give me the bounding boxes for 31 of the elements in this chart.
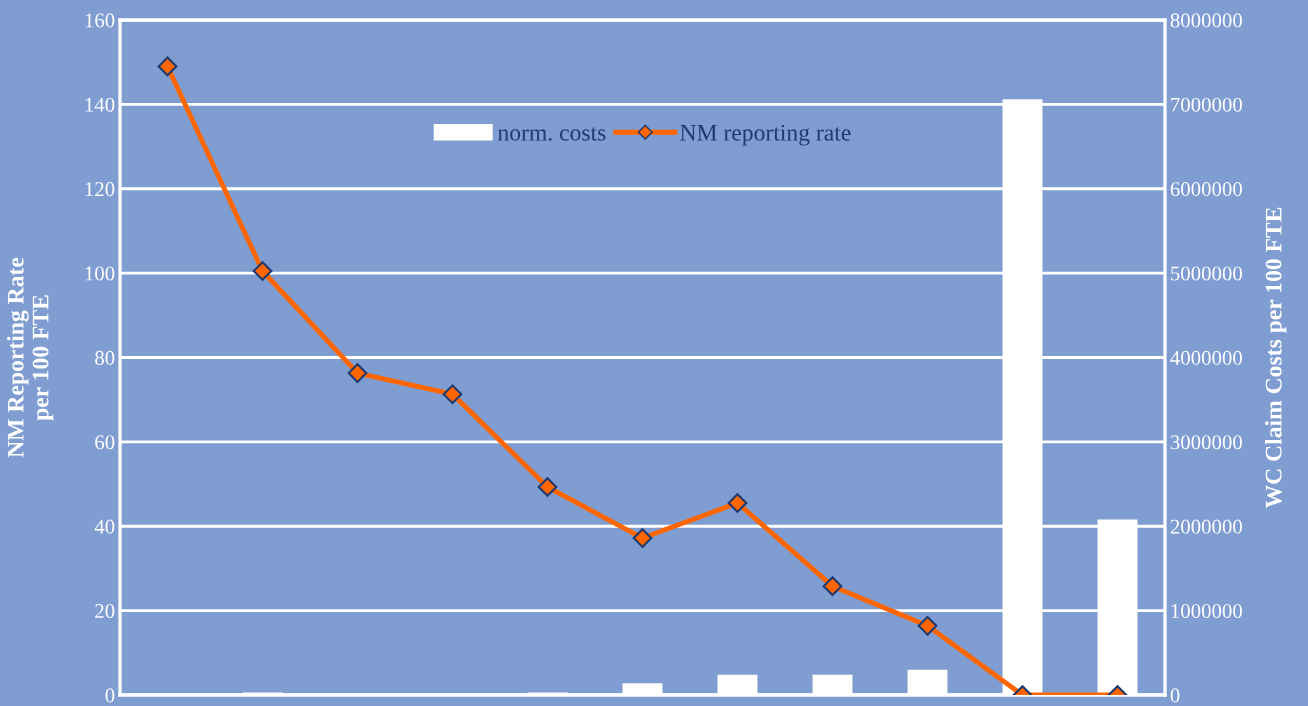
y-tick-label: 120	[85, 182, 115, 197]
point	[537, 477, 558, 497]
y2-axis-title: WC Claim Costs per 100 FTE	[1265, 207, 1287, 509]
y-tick-label: 20	[95, 604, 115, 619]
y-tick-label: 60	[95, 435, 115, 450]
legend-label: norm. costs	[497, 127, 606, 141]
y-tick-label: 0	[105, 688, 115, 703]
y2-tick-label: 1000000	[1171, 604, 1242, 619]
y2-tick-label: 4000000	[1170, 350, 1242, 365]
y-tick-label: 140	[85, 97, 115, 112]
y-tick-label: 80	[95, 350, 115, 365]
point	[822, 576, 843, 597]
y-tick-label: 100	[85, 266, 115, 281]
y2-tick-label: 5000000	[1171, 266, 1242, 281]
y2-tick-label: 7000000	[1171, 97, 1242, 112]
point	[157, 56, 178, 77]
point	[252, 261, 273, 281]
point	[727, 493, 748, 513]
legend-label: NM reporting rate	[680, 124, 851, 146]
y-tick-label: 40	[94, 519, 115, 534]
y-tick-label: 160	[85, 13, 115, 28]
y2-tick-label: 0	[1170, 688, 1180, 703]
y-axis-title: NM Reporting Rate per 100 FTE	[7, 257, 54, 458]
point	[347, 363, 368, 383]
y2-tick-label: 6000000	[1170, 182, 1242, 197]
y2-tick-label: 2000000	[1170, 519, 1242, 534]
point	[917, 615, 938, 636]
y2-tick-label: 3000000	[1170, 435, 1242, 450]
point	[632, 528, 653, 548]
y2-tick-label: 8000000	[1170, 13, 1242, 28]
point	[442, 384, 463, 405]
